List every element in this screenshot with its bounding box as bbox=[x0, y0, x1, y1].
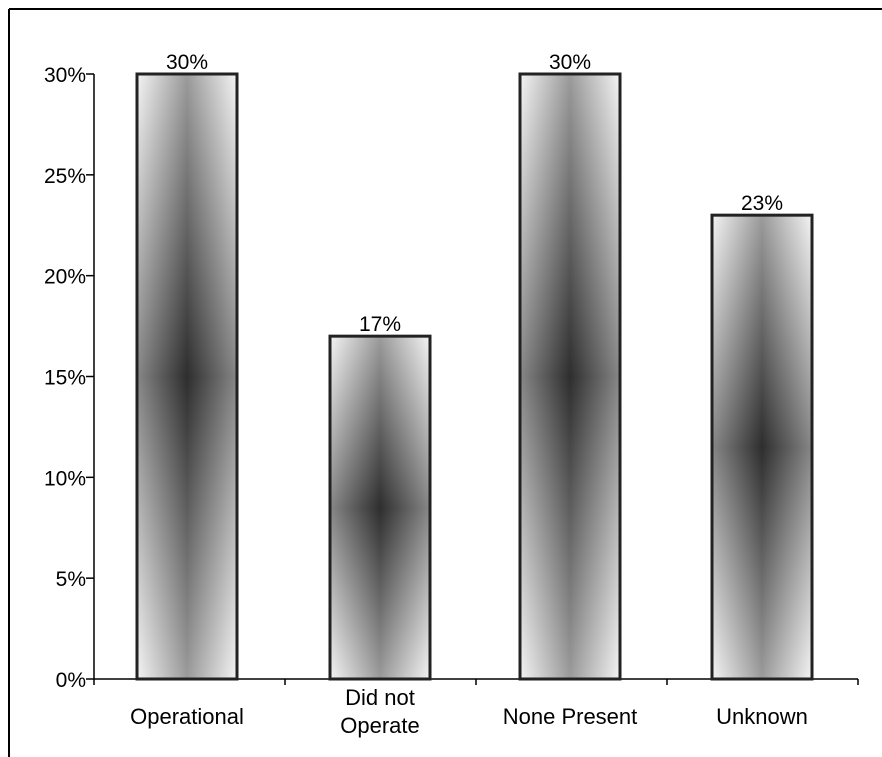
bar-outline bbox=[328, 334, 432, 681]
bar-fill-vertical bbox=[137, 74, 237, 679]
y-tick-label: 30% bbox=[44, 64, 86, 87]
y-tick-label: 25% bbox=[44, 165, 86, 188]
y-tick-label: 5% bbox=[56, 568, 86, 591]
data-label: 30% bbox=[549, 51, 591, 74]
data-label: 17% bbox=[359, 313, 401, 336]
y-tick-label: 20% bbox=[44, 266, 86, 289]
data-label: 23% bbox=[741, 192, 783, 215]
y-axis: 0% 5% 10% 15% 20% 25% 30% bbox=[44, 64, 95, 692]
bar bbox=[135, 72, 239, 681]
bars bbox=[135, 72, 814, 681]
bar-outline bbox=[518, 72, 622, 681]
category-label: Unknown bbox=[716, 704, 808, 729]
bar-fill-vertical bbox=[520, 74, 620, 679]
category-label: None Present bbox=[503, 704, 638, 729]
y-tick-label: 15% bbox=[44, 367, 86, 390]
x-axis: Operational Did not Operate None Present Unk… bbox=[93, 678, 859, 738]
bar-outline bbox=[135, 72, 239, 681]
bar bbox=[518, 72, 622, 681]
bar bbox=[710, 213, 814, 681]
data-label: 30% bbox=[166, 51, 208, 74]
bar bbox=[328, 334, 432, 681]
category-label-line: Operate bbox=[340, 713, 420, 738]
bar-fill-vertical bbox=[330, 336, 430, 679]
category-label: Operational bbox=[130, 704, 244, 729]
bar-outline bbox=[710, 213, 814, 681]
category-label: Did not Operate bbox=[340, 685, 420, 738]
data-labels: 30% 17% 30% 23% bbox=[166, 51, 783, 336]
y-tick-label: 10% bbox=[44, 467, 86, 490]
bar-fill-vertical bbox=[712, 215, 812, 679]
category-label-line: Did not bbox=[345, 685, 415, 710]
y-tick-label: 0% bbox=[56, 669, 86, 692]
